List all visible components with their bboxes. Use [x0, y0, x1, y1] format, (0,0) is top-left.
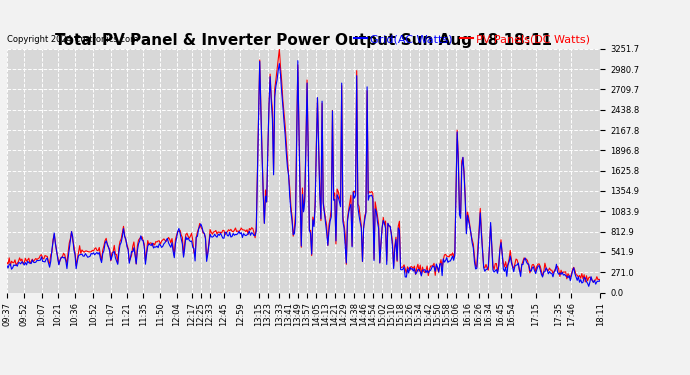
Legend: Grid(AC Watts), PV Panels(DC Watts): Grid(AC Watts), PV Panels(DC Watts) — [349, 30, 595, 49]
Text: Copyright 2024 Curtronics.com: Copyright 2024 Curtronics.com — [7, 35, 138, 44]
Title: Total PV Panel & Inverter Power Output Sun Aug 18 18:11: Total PV Panel & Inverter Power Output S… — [55, 33, 552, 48]
